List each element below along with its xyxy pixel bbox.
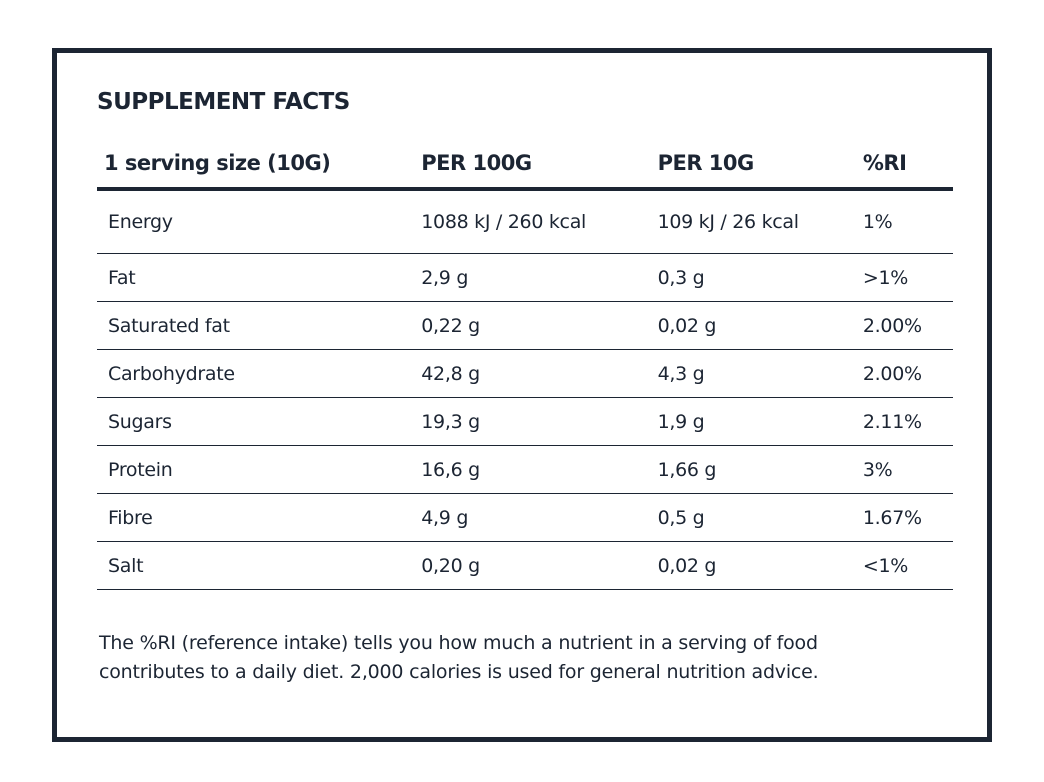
table-row: Sugars 19,3 g 1,9 g 2.11% xyxy=(97,397,953,446)
table-row: Energy 1088 kJ / 260 kcal 109 kJ / 26 kcal… xyxy=(97,189,953,254)
table-cell: 0,20 g xyxy=(414,541,651,590)
table-cell: Protein xyxy=(97,445,415,494)
table-cell: Saturated fat xyxy=(97,301,415,350)
table-cell: 1,9 g xyxy=(650,397,856,446)
header-cell: %RI xyxy=(855,143,953,191)
table-cell: 4,9 g xyxy=(414,493,651,542)
table-cell: 0,02 g xyxy=(650,301,856,350)
table-row: Protein 16,6 g 1,66 g 3% xyxy=(97,445,953,494)
table-cell: >1% xyxy=(855,253,953,302)
table-cell: Fat xyxy=(97,253,415,302)
table-cell: 109 kJ / 26 kcal xyxy=(650,189,856,254)
table-cell: 0,22 g xyxy=(414,301,651,350)
header-cell: PER 100G xyxy=(414,143,651,191)
table-cell: Energy xyxy=(97,189,415,254)
table-cell: 0,02 g xyxy=(650,541,856,590)
table-cell: 19,3 g xyxy=(414,397,651,446)
table-cell: 2.00% xyxy=(855,301,953,350)
table-cell: 0,5 g xyxy=(650,493,856,542)
table-cell: Fibre xyxy=(97,493,415,542)
table-cell: 2,9 g xyxy=(414,253,651,302)
title: SUPPLEMENT FACTS xyxy=(97,89,350,115)
table-row: Carbohydrate 42,8 g 4,3 g 2.00% xyxy=(97,349,953,398)
table-cell: 2.11% xyxy=(855,397,953,446)
table-cell: Sugars xyxy=(97,397,415,446)
table-row: Fibre 4,9 g 0,5 g 1.67% xyxy=(97,493,953,542)
table-cell: Carbohydrate xyxy=(97,349,415,398)
table-cell: Salt xyxy=(97,541,415,590)
table-cell: 1.67% xyxy=(855,493,953,542)
table-row: Salt 0,20 g 0,02 g <1% xyxy=(97,541,953,590)
header-row: 1 serving size (10G) PER 100G PER 10G %RI xyxy=(97,143,953,191)
table-cell: 1088 kJ / 260 kcal xyxy=(414,189,651,254)
table-row: Fat 2,9 g 0,3 g >1% xyxy=(97,253,953,302)
table-cell: 1,66 g xyxy=(650,445,856,494)
table-cell: 2.00% xyxy=(855,349,953,398)
table-row: Saturated fat 0,22 g 0,02 g 2.00% xyxy=(97,301,953,350)
header-cell: 1 serving size (10G) xyxy=(97,143,415,191)
facts-panel: SUPPLEMENT FACTS 1 serving size (10G) PER… xyxy=(52,48,992,742)
header-cell: PER 10G xyxy=(650,143,856,191)
table-cell: 16,6 g xyxy=(414,445,651,494)
table-cell: 42,8 g xyxy=(414,349,651,398)
table-cell: 1% xyxy=(855,189,953,254)
table-cell: 3% xyxy=(855,445,953,494)
table-cell: <1% xyxy=(855,541,953,590)
nutrition-table: 1 serving size (10G) PER 100G PER 10G %RI E… xyxy=(97,143,953,590)
table-cell: 4,3 g xyxy=(650,349,856,398)
table-body: Energy 1088 kJ / 260 kcal 109 kJ / 26 kcal… xyxy=(97,189,953,590)
table-cell: 0,3 g xyxy=(650,253,856,302)
footnote: The %RI (reference intake) tells you how… xyxy=(99,632,819,683)
